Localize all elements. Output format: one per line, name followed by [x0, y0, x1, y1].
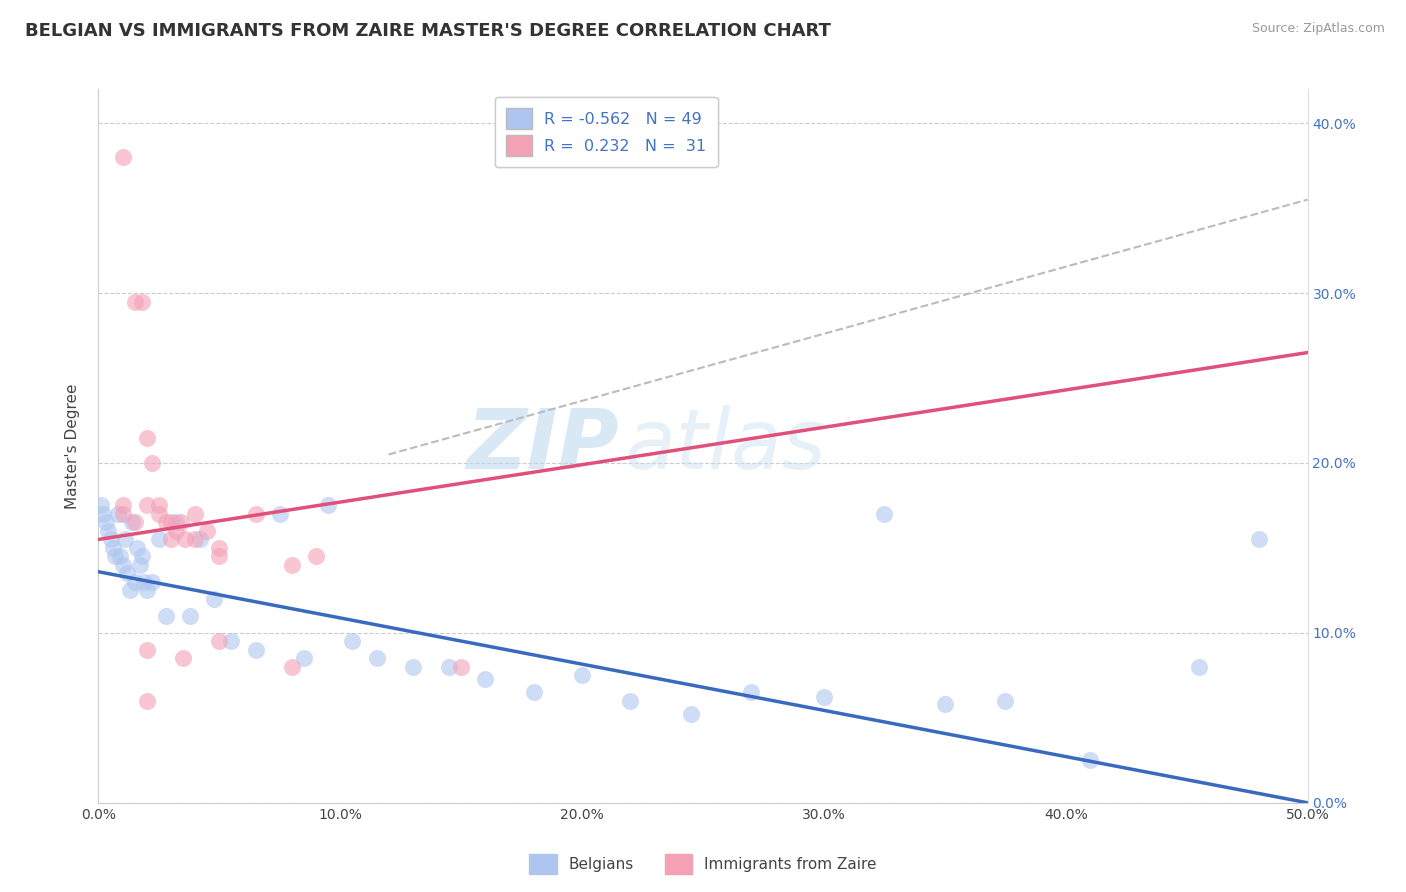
Y-axis label: Master's Degree: Master's Degree: [65, 384, 80, 508]
Point: [134, 574, 156, 589]
Point: [169, 516, 191, 530]
Point: [402, 660, 425, 674]
Point: [118, 583, 141, 598]
Point: [165, 516, 187, 530]
Point: [184, 507, 207, 521]
Point: [269, 507, 291, 521]
Point: [208, 549, 231, 564]
Point: [111, 499, 134, 513]
Point: [111, 558, 134, 572]
Point: [437, 660, 460, 674]
Legend: Belgians, Immigrants from Zaire: Belgians, Immigrants from Zaire: [523, 848, 883, 880]
Point: [174, 533, 197, 547]
Point: [121, 516, 143, 530]
Point: [124, 294, 146, 309]
Point: [155, 516, 177, 530]
Point: [131, 549, 153, 564]
Point: [135, 694, 157, 708]
Point: [204, 591, 226, 606]
Point: [108, 549, 131, 564]
Point: [184, 533, 207, 547]
Point: [104, 549, 127, 564]
Point: [813, 690, 835, 705]
Point: [160, 516, 183, 530]
Point: [101, 541, 124, 555]
Point: [135, 643, 157, 657]
Point: [114, 533, 136, 547]
Point: [740, 685, 762, 699]
Point: [117, 566, 139, 581]
Point: [165, 524, 187, 538]
Text: atlas: atlas: [624, 406, 827, 486]
Text: ZIP: ZIP: [465, 406, 619, 486]
Point: [571, 668, 593, 682]
Point: [994, 694, 1017, 708]
Point: [91, 507, 114, 521]
Point: [94, 516, 117, 530]
Point: [474, 672, 496, 686]
Point: [127, 541, 149, 555]
Point: [172, 651, 194, 665]
Point: [245, 643, 267, 657]
Point: [97, 524, 120, 538]
Point: [281, 660, 304, 674]
Point: [141, 574, 163, 589]
Point: [160, 533, 183, 547]
Point: [305, 549, 328, 564]
Point: [100, 533, 122, 547]
Point: [148, 499, 170, 513]
Point: [148, 507, 170, 521]
Text: BELGIAN VS IMMIGRANTS FROM ZAIRE MASTER'S DEGREE CORRELATION CHART: BELGIAN VS IMMIGRANTS FROM ZAIRE MASTER'…: [25, 22, 831, 40]
Text: Source: ZipAtlas.com: Source: ZipAtlas.com: [1251, 22, 1385, 36]
Point: [141, 456, 163, 470]
Point: [148, 533, 170, 547]
Point: [128, 558, 150, 572]
Point: [679, 707, 702, 722]
Legend: R = -0.562   N = 49, R =  0.232   N =  31: R = -0.562 N = 49, R = 0.232 N = 31: [495, 97, 717, 167]
Point: [281, 558, 304, 572]
Point: [131, 294, 153, 309]
Point: [934, 698, 956, 712]
Point: [873, 507, 896, 521]
Point: [135, 430, 157, 444]
Point: [245, 507, 267, 521]
Point: [208, 541, 231, 555]
Point: [221, 634, 243, 648]
Point: [1188, 660, 1211, 674]
Point: [450, 660, 472, 674]
Point: [1078, 753, 1101, 767]
Point: [195, 524, 218, 538]
Point: [111, 150, 134, 164]
Point: [90, 499, 112, 513]
Point: [124, 574, 146, 589]
Point: [208, 634, 231, 648]
Point: [135, 499, 157, 513]
Point: [124, 516, 146, 530]
Point: [316, 499, 339, 513]
Point: [155, 608, 177, 623]
Point: [179, 608, 201, 623]
Point: [188, 533, 211, 547]
Point: [111, 507, 134, 521]
Point: [107, 507, 129, 521]
Point: [366, 651, 388, 665]
Point: [523, 685, 546, 699]
Point: [292, 651, 315, 665]
Point: [1249, 533, 1271, 547]
Point: [342, 634, 364, 648]
Point: [619, 694, 641, 708]
Point: [135, 583, 157, 598]
